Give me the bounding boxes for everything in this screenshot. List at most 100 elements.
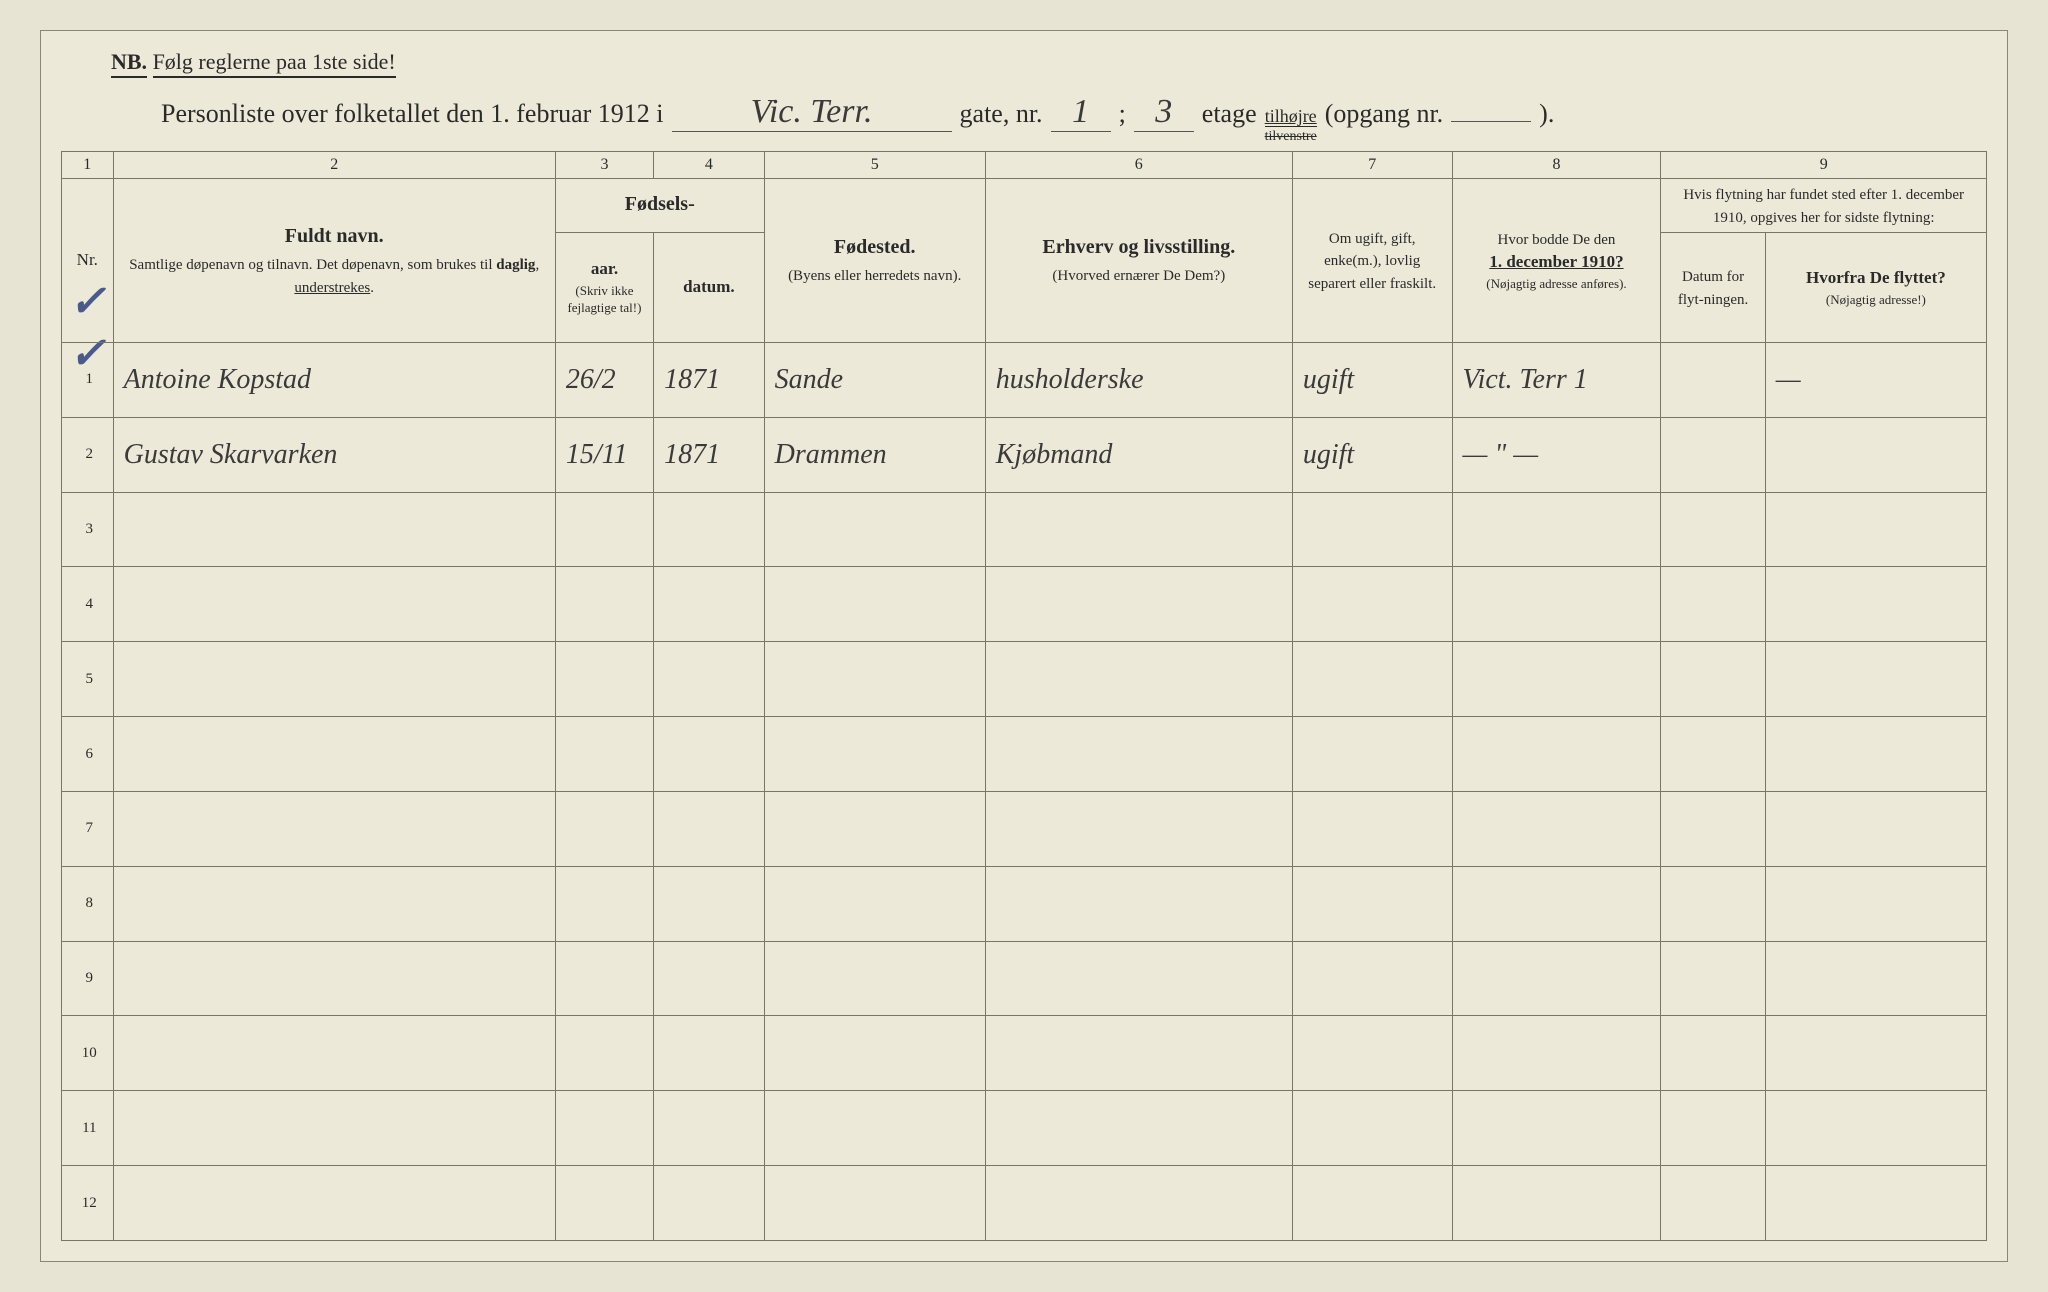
cell-occupation xyxy=(985,791,1292,866)
header-birth: Fødsels- xyxy=(555,179,764,233)
etage-label: etage xyxy=(1202,99,1257,129)
cell-birthplace xyxy=(764,941,985,1016)
row-number: 8 xyxy=(62,866,114,941)
form-header: Personliste over folketallet den 1. febr… xyxy=(161,93,1947,144)
cell-birthplace xyxy=(764,492,985,567)
cell-addr1910 xyxy=(1452,1166,1661,1241)
cell-birthplace xyxy=(764,866,985,941)
cell-birth-year xyxy=(654,567,765,642)
cell-birth-day xyxy=(555,492,653,567)
row-number: 10 xyxy=(62,1016,114,1091)
cell-occupation: husholderske xyxy=(985,343,1292,418)
table-row: 10 xyxy=(62,1016,1987,1091)
table-row: 9 xyxy=(62,941,1987,1016)
table-row: 1Antoine Kopstad26/21871Sandehusholdersk… xyxy=(62,343,1987,418)
cell-occupation xyxy=(985,492,1292,567)
cell-name xyxy=(113,642,555,717)
cell-move-date xyxy=(1661,343,1765,418)
cell-occupation xyxy=(985,642,1292,717)
cell-birth-day xyxy=(555,866,653,941)
cell-move-date xyxy=(1661,492,1765,567)
cell-birth-year xyxy=(654,866,765,941)
row-number: 3 xyxy=(62,492,114,567)
table-row: 2Gustav Skarvarken15/111871DrammenKjøbma… xyxy=(62,417,1987,492)
cell-occupation: Kjøbmand xyxy=(985,417,1292,492)
header-occupation: Erhverv og livsstilling. (Hvorved ernære… xyxy=(985,179,1292,343)
cell-occupation xyxy=(985,567,1292,642)
header-marital: Om ugift, gift, enke(m.), lovlig separer… xyxy=(1292,179,1452,343)
cell-birth-day xyxy=(555,717,653,792)
row-number: 12 xyxy=(62,1166,114,1241)
header-addr1910: Hvor bodde De den 1. december 1910? (Nøj… xyxy=(1452,179,1661,343)
colnum: 5 xyxy=(764,152,985,179)
cell-birth-day xyxy=(555,567,653,642)
gate-number-field: 1 xyxy=(1051,93,1111,132)
census-form-page: NB. Følg reglerne paa 1ste side! Personl… xyxy=(40,30,2008,1262)
cell-name xyxy=(113,1016,555,1091)
colnum: 8 xyxy=(1452,152,1661,179)
cell-move-from xyxy=(1765,717,1986,792)
top-note: NB. Følg reglerne paa 1ste side! xyxy=(111,49,396,75)
nb-label: NB. xyxy=(111,49,147,78)
table-row: 11 xyxy=(62,1091,1987,1166)
row-number: 7 xyxy=(62,791,114,866)
row-number: 9 xyxy=(62,941,114,1016)
cell-addr1910 xyxy=(1452,492,1661,567)
header-birth-date: datum. xyxy=(654,233,765,343)
cell-occupation xyxy=(985,717,1292,792)
cell-addr1910 xyxy=(1452,567,1661,642)
cell-marital xyxy=(1292,941,1452,1016)
cell-move-from xyxy=(1765,417,1986,492)
cell-marital xyxy=(1292,1091,1452,1166)
gate-label: gate, nr. xyxy=(960,99,1043,129)
row-number: 5 xyxy=(62,642,114,717)
cell-marital xyxy=(1292,717,1452,792)
cell-move-date xyxy=(1661,791,1765,866)
cell-name xyxy=(113,717,555,792)
cell-move-from xyxy=(1765,866,1986,941)
cell-birthplace xyxy=(764,642,985,717)
cell-move-date xyxy=(1661,417,1765,492)
cell-addr1910 xyxy=(1452,791,1661,866)
street-name-field: Vic. Terr. xyxy=(672,93,952,132)
cell-birthplace xyxy=(764,1166,985,1241)
cell-move-from xyxy=(1765,1166,1986,1241)
cell-birth-day xyxy=(555,791,653,866)
column-number-row: 1 2 3 4 5 6 7 8 9 xyxy=(62,152,1987,179)
cell-addr1910 xyxy=(1452,642,1661,717)
cell-occupation xyxy=(985,1016,1292,1091)
cell-birthplace xyxy=(764,791,985,866)
cell-move-date xyxy=(1661,941,1765,1016)
cell-marital xyxy=(1292,492,1452,567)
cell-move-from xyxy=(1765,492,1986,567)
header-move-from: Hvorfra De flyttet? (Nøjagtig adresse!) xyxy=(1765,233,1986,343)
cell-marital xyxy=(1292,567,1452,642)
cell-marital xyxy=(1292,1166,1452,1241)
row-number: 2 xyxy=(62,417,114,492)
cell-marital xyxy=(1292,642,1452,717)
cell-birthplace xyxy=(764,717,985,792)
cell-birthplace: Drammen xyxy=(764,417,985,492)
cell-name: Antoine Kopstad xyxy=(113,343,555,418)
cell-addr1910 xyxy=(1452,941,1661,1016)
top-note-text: Følg reglerne paa 1ste side! xyxy=(153,49,396,78)
cell-move-date xyxy=(1661,866,1765,941)
table-row: 7 xyxy=(62,791,1987,866)
cell-move-from xyxy=(1765,791,1986,866)
header-move-date: Datum for flyt-ningen. xyxy=(1661,233,1765,343)
cell-birth-year xyxy=(654,791,765,866)
cell-birth-year xyxy=(654,1016,765,1091)
cell-birth-day xyxy=(555,941,653,1016)
cell-name xyxy=(113,1091,555,1166)
cell-marital xyxy=(1292,1016,1452,1091)
census-table-wrap: 1 2 3 4 5 6 7 8 9 Nr. Fuldt navn. Samtli… xyxy=(61,151,1987,1241)
row-number: 11 xyxy=(62,1091,114,1166)
cell-occupation xyxy=(985,941,1292,1016)
cell-move-from xyxy=(1765,642,1986,717)
table-row: 3 xyxy=(62,492,1987,567)
cell-move-from: — xyxy=(1765,343,1986,418)
cell-birthplace xyxy=(764,1091,985,1166)
table-body: 1Antoine Kopstad26/21871Sandehusholdersk… xyxy=(62,343,1987,1241)
cell-birth-year xyxy=(654,717,765,792)
cell-birth-day: 26/2 xyxy=(555,343,653,418)
